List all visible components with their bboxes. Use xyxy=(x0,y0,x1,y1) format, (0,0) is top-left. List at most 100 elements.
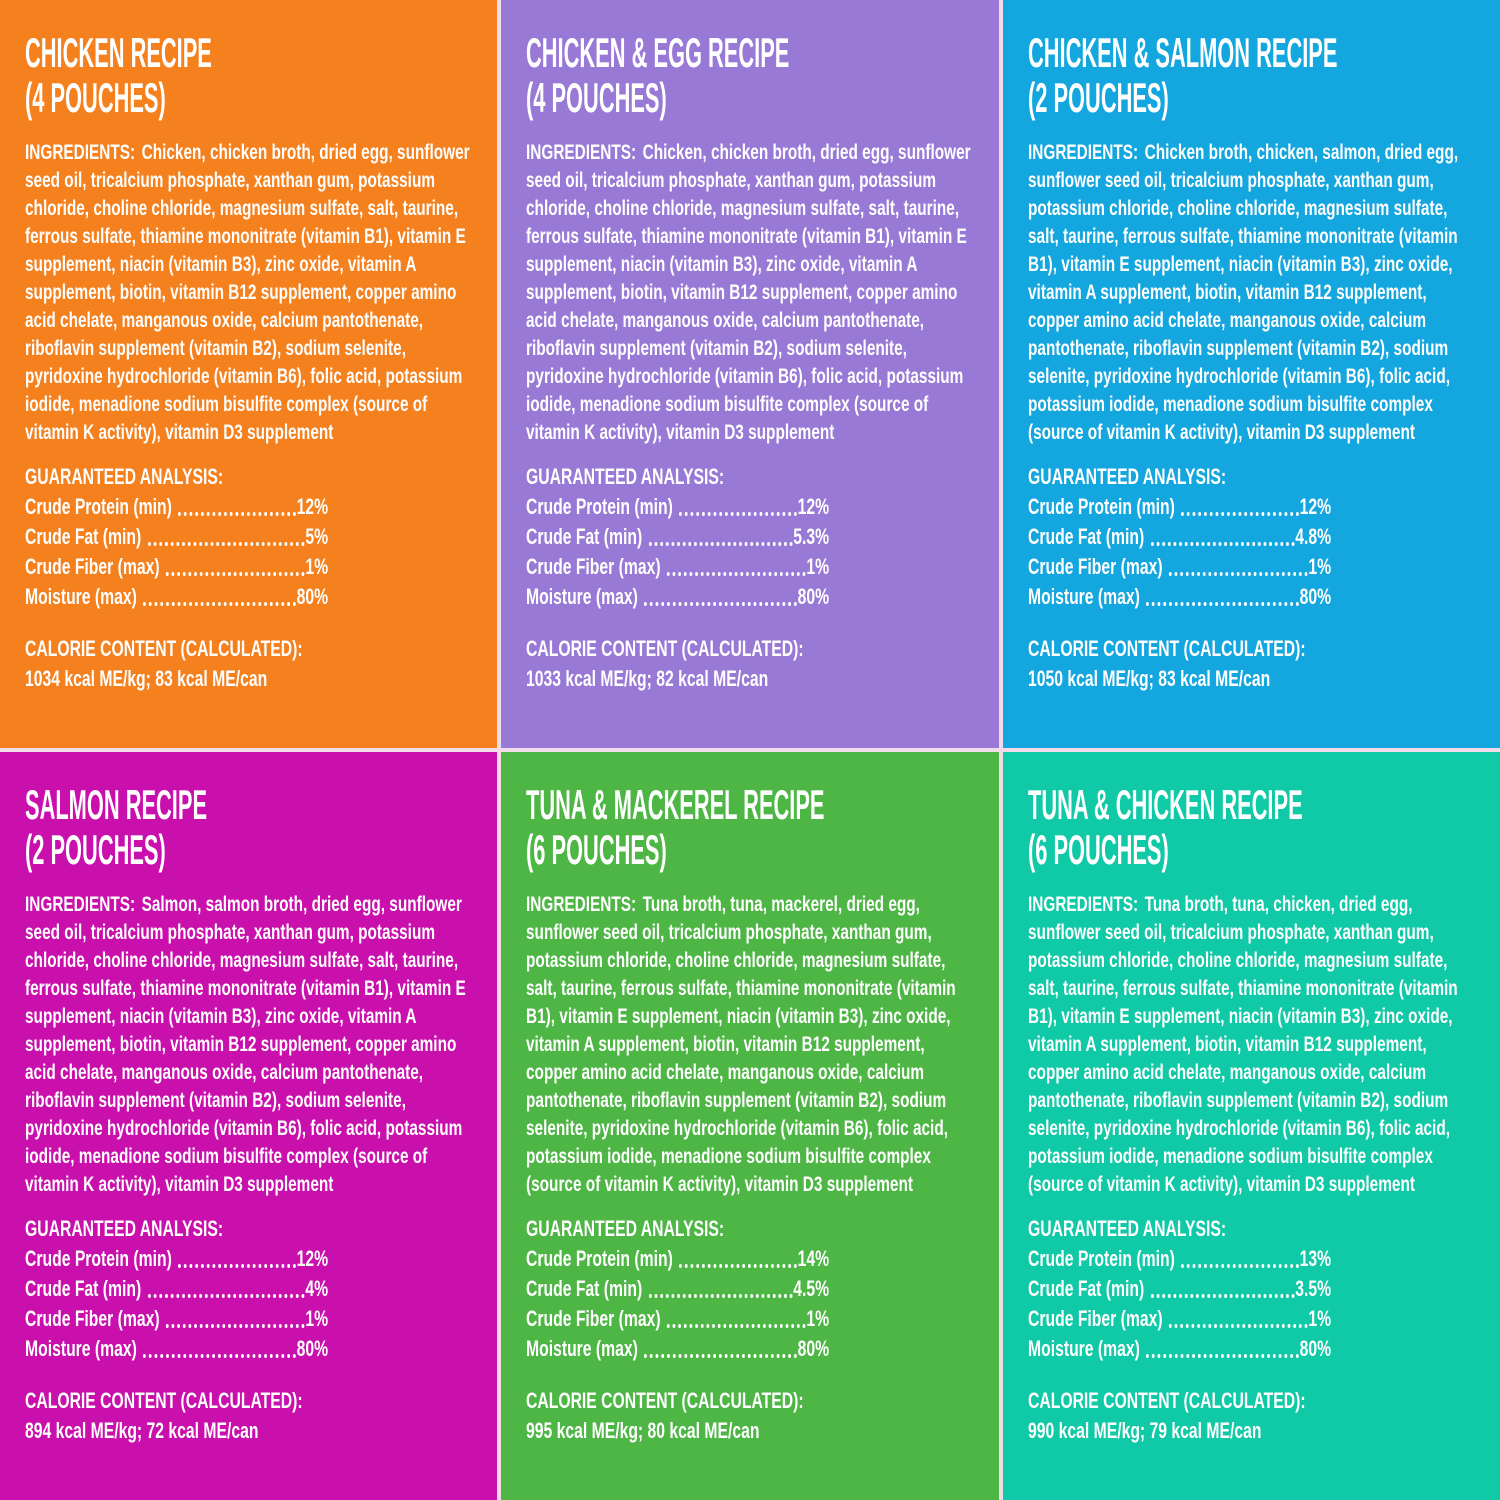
analysis-row: Crude Protein (min) 12% xyxy=(25,1244,328,1274)
dot-leader xyxy=(1145,1354,1299,1358)
guaranteed-analysis-heading: GUARANTEED ANALYSIS: xyxy=(526,1216,725,1241)
analysis-row: Crude Fat (min) 4.5% xyxy=(526,1274,829,1304)
panel-title: TUNA & MACKEREL RECIPE (6 POUCHES) xyxy=(526,782,998,872)
calorie-content-heading: CALORIE CONTENT (CALCULATED): xyxy=(1027,1388,1306,1413)
analysis-label: Crude Fat (min) xyxy=(25,1276,142,1301)
analysis-value: 80% xyxy=(1299,1336,1331,1361)
analysis-value: 80% xyxy=(797,1336,830,1361)
analysis-label: Crude Fiber (max) xyxy=(526,1306,661,1331)
dot-leader xyxy=(648,542,793,546)
calorie-content: CALORIE CONTENT (CALCULATED): 995 kcal M… xyxy=(526,1386,976,1446)
guaranteed-analysis: GUARANTEED ANALYSIS: Crude Protein (min)… xyxy=(25,462,475,612)
calorie-content: CALORIE CONTENT (CALCULATED): 1033 kcal … xyxy=(526,634,976,694)
dot-leader xyxy=(166,572,305,576)
ingredients-label: INGREDIENTS: xyxy=(25,892,136,916)
panel-title: TUNA & CHICKEN RECIPE (6 POUCHES) xyxy=(1028,782,1500,872)
calorie-content-heading: CALORIE CONTENT (CALCULATED): xyxy=(526,1388,804,1413)
recipe-panel-salmon: SALMON RECIPE (2 POUCHES) INGREDIENTS: Sa… xyxy=(0,752,498,1500)
analysis-label: Crude Fiber (max) xyxy=(25,554,160,579)
calorie-content-value: 995 kcal ME/kg; 80 kcal ME/can xyxy=(526,1418,760,1443)
guaranteed-analysis-heading: GUARANTEED ANALYSIS: xyxy=(526,464,725,489)
analysis-label: Crude Fiber (max) xyxy=(1027,554,1163,579)
recipe-name: CHICKEN & SALMON RECIPE xyxy=(1027,29,1338,76)
pouch-count: (2 POUCHES) xyxy=(1027,74,1169,121)
calorie-content-heading: CALORIE CONTENT (CALCULATED): xyxy=(526,636,804,661)
ingredients-paragraph: INGREDIENTS: Chicken, chicken broth, drie… xyxy=(25,138,475,446)
analysis-label: Crude Protein (min) xyxy=(25,494,172,519)
analysis-row: Crude Fiber (max) 1% xyxy=(25,1304,328,1334)
analysis-row: Crude Fiber (max) 1% xyxy=(25,552,328,582)
dot-leader xyxy=(1145,602,1299,606)
analysis-value: 1% xyxy=(806,1306,830,1331)
analysis-row: Moisture (max) 80% xyxy=(1028,1334,1331,1364)
guaranteed-analysis: GUARANTEED ANALYSIS: Crude Protein (min)… xyxy=(1028,462,1478,612)
ingredients-label: INGREDIENTS: xyxy=(1027,140,1138,164)
analysis-label: Moisture (max) xyxy=(526,1336,639,1361)
panel-body: INGREDIENTS: Chicken, chicken broth, drie… xyxy=(25,138,475,694)
pouch-count: (6 POUCHES) xyxy=(1027,826,1169,873)
dot-leader xyxy=(679,1264,798,1268)
analysis-row: Crude Fat (min) 5.3% xyxy=(526,522,829,552)
ingredients-text: Chicken, chicken broth, dried egg, sunfl… xyxy=(526,140,971,444)
recipe-name: SALMON RECIPE xyxy=(25,781,208,828)
analysis-row: Crude Fiber (max) 1% xyxy=(526,1304,829,1334)
calorie-content: CALORIE CONTENT (CALCULATED): 990 kcal M… xyxy=(1028,1386,1478,1446)
calorie-content-value: 1050 kcal ME/kg; 83 kcal ME/can xyxy=(1027,666,1270,691)
analysis-value: 80% xyxy=(296,1336,329,1361)
analysis-row: Crude Protein (min) 12% xyxy=(25,492,328,522)
analysis-row: Crude Fiber (max) 1% xyxy=(526,552,829,582)
panel-body: INGREDIENTS: Chicken, chicken broth, drie… xyxy=(526,138,976,694)
panel-body: INGREDIENTS: Tuna broth, tuna, chicken, d… xyxy=(1028,890,1478,1446)
calorie-content-heading: CALORIE CONTENT (CALCULATED): xyxy=(25,1388,303,1413)
analysis-label: Crude Fat (min) xyxy=(1027,524,1144,549)
ingredients-label: INGREDIENTS: xyxy=(25,140,136,164)
guaranteed-analysis: GUARANTEED ANALYSIS: Crude Protein (min)… xyxy=(526,1214,976,1364)
pouch-count: (6 POUCHES) xyxy=(526,826,668,873)
dot-leader xyxy=(1150,1294,1295,1298)
recipe-name: TUNA & CHICKEN RECIPE xyxy=(1027,781,1303,828)
analysis-row: Moisture (max) 80% xyxy=(25,582,328,612)
analysis-row: Crude Fat (min) 3.5% xyxy=(1028,1274,1331,1304)
analysis-value: 4.8% xyxy=(1294,524,1331,549)
dot-leader xyxy=(1168,572,1308,576)
recipe-name: CHICKEN & EGG RECIPE xyxy=(526,29,790,76)
calorie-content: CALORIE CONTENT (CALCULATED): 1034 kcal … xyxy=(25,634,475,694)
analysis-label: Crude Fiber (max) xyxy=(1027,1306,1163,1331)
analysis-row: Crude Fat (min) 5% xyxy=(25,522,328,552)
recipe-panel-tuna-chicken: TUNA & CHICKEN RECIPE (6 POUCHES) INGRED… xyxy=(1002,752,1500,1500)
analysis-row: Crude Fiber (max) 1% xyxy=(1028,552,1331,582)
calorie-content-value: 1034 kcal ME/kg; 83 kcal ME/can xyxy=(25,666,268,691)
calorie-content-value: 1033 kcal ME/kg; 82 kcal ME/can xyxy=(526,666,769,691)
analysis-value: 1% xyxy=(1308,1306,1331,1331)
analysis-value: 12% xyxy=(1299,494,1331,519)
dot-leader xyxy=(147,1294,305,1298)
dot-leader xyxy=(667,572,807,576)
analysis-value: 1% xyxy=(305,1306,329,1331)
panel-body: INGREDIENTS: Chicken broth, chicken, salm… xyxy=(1028,138,1478,694)
guaranteed-analysis: GUARANTEED ANALYSIS: Crude Protein (min)… xyxy=(1028,1214,1478,1364)
recipe-panel-chicken-salmon: CHICKEN & SALMON RECIPE (2 POUCHES) INGR… xyxy=(1002,0,1500,748)
guaranteed-analysis-heading: GUARANTEED ANALYSIS: xyxy=(1027,1216,1226,1241)
calorie-content-heading: CALORIE CONTENT (CALCULATED): xyxy=(1027,636,1306,661)
analysis-row: Moisture (max) 80% xyxy=(25,1334,328,1364)
analysis-value: 1% xyxy=(305,554,329,579)
analysis-row: Moisture (max) 80% xyxy=(526,582,829,612)
guaranteed-analysis: GUARANTEED ANALYSIS: Crude Protein (min)… xyxy=(25,1214,475,1364)
analysis-row: Crude Fat (min) 4% xyxy=(25,1274,328,1304)
analysis-row: Crude Protein (min) 13% xyxy=(1028,1244,1331,1274)
panel-title: CHICKEN & EGG RECIPE (4 POUCHES) xyxy=(526,30,998,120)
analysis-row: Crude Protein (min) 12% xyxy=(526,492,829,522)
analysis-label: Moisture (max) xyxy=(25,1336,137,1361)
dot-leader xyxy=(178,512,296,516)
ingredients-text: Salmon, salmon broth, dried egg, sunflow… xyxy=(25,892,466,1196)
analysis-value: 13% xyxy=(1299,1246,1331,1271)
analysis-value: 3.5% xyxy=(1294,1276,1331,1301)
dot-leader xyxy=(679,512,798,516)
dot-leader xyxy=(1180,1264,1299,1268)
analysis-label: Crude Fiber (max) xyxy=(526,554,661,579)
recipe-name: TUNA & MACKEREL RECIPE xyxy=(526,781,825,828)
dot-leader xyxy=(143,1354,296,1358)
pouch-count: (4 POUCHES) xyxy=(526,74,668,121)
recipe-name: CHICKEN RECIPE xyxy=(25,29,212,76)
analysis-row: Crude Fiber (max) 1% xyxy=(1028,1304,1331,1334)
